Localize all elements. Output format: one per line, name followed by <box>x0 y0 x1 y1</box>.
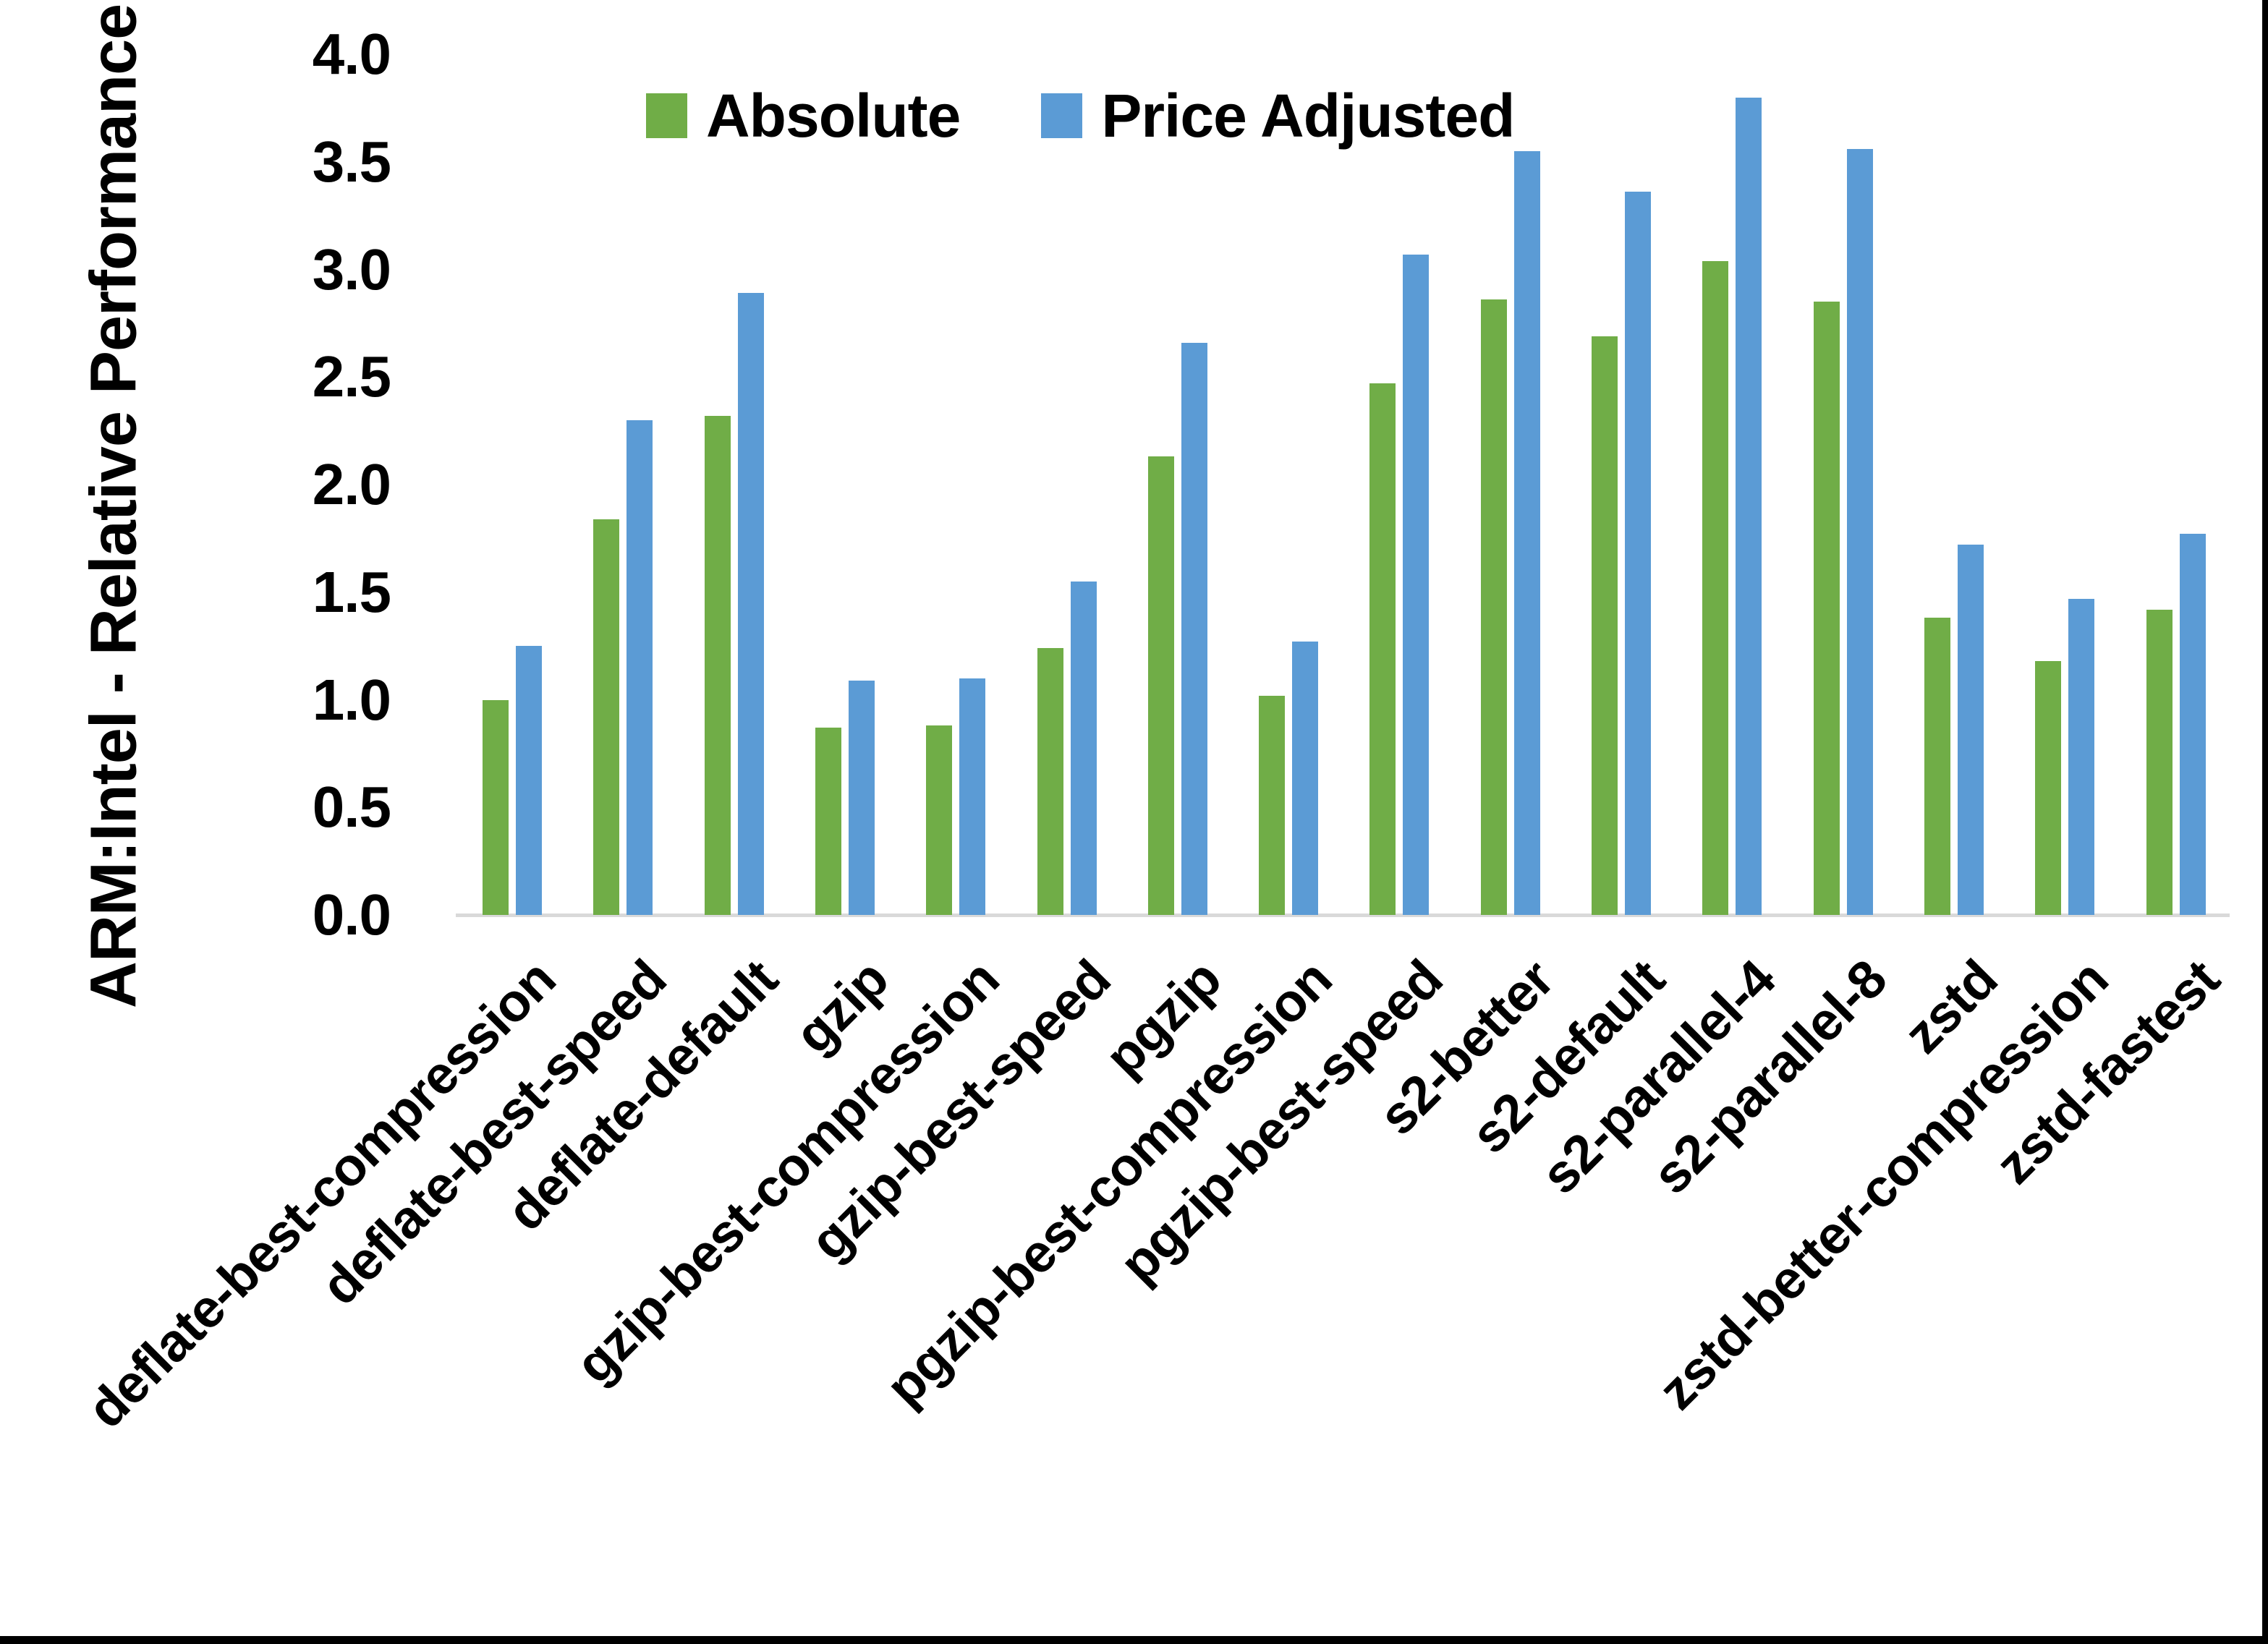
bar-price-adjusted-deflate-best-speed <box>627 419 653 915</box>
bar-price-adjusted-s2-parallel-8 <box>1846 148 1873 915</box>
legend-label: Price Adjusted <box>1101 81 1515 150</box>
screenshot-right-border <box>2262 0 2268 1644</box>
legend-label: Absolute <box>706 81 961 150</box>
bar-price-adjusted-gzip <box>848 680 875 915</box>
bar-absolute-zstd-fastest <box>2146 609 2173 915</box>
y-tick-label-0.5: 0.5 <box>312 775 391 840</box>
y-axis-title: ARM:Intel - Relative Performance <box>77 4 150 1009</box>
bar-price-adjusted-deflate-best-compression <box>516 646 542 915</box>
bar-absolute-gzip-best-speed <box>1037 648 1063 915</box>
bar-absolute-pgzip <box>1147 456 1174 915</box>
screenshot-bottom-border <box>0 1636 2268 1644</box>
bar-price-adjusted-pgzip-best-compression <box>1292 642 1319 915</box>
bar-price-adjusted-pgzip <box>1181 342 1207 915</box>
y-tick-label-2.5: 2.5 <box>312 344 391 409</box>
bar-price-adjusted-deflate-default <box>737 293 764 915</box>
bar-absolute-s2-parallel-4 <box>1702 260 1729 915</box>
bar-absolute-zstd <box>1924 618 1950 915</box>
legend-swatch-icon <box>1041 93 1083 138</box>
legend: Absolute Price Adjusted <box>646 82 1515 150</box>
bar-absolute-zstd-better-compression <box>2035 660 2062 915</box>
y-tick-label-0.0: 0.0 <box>312 882 391 947</box>
bar-price-adjusted-s2-parallel-4 <box>1736 97 1762 915</box>
bar-price-adjusted-pgzip-best-speed <box>1403 254 1430 915</box>
bar-absolute-s2-parallel-8 <box>1813 302 1840 915</box>
y-tick-label-1.0: 1.0 <box>312 667 391 732</box>
legend-swatch-icon <box>646 93 687 138</box>
y-tick-label-4.0: 4.0 <box>312 22 391 86</box>
bar-absolute-gzip-best-compression <box>926 725 953 915</box>
legend-item-absolute: Absolute <box>646 81 961 151</box>
bar-price-adjusted-zstd-better-compression <box>2068 598 2095 915</box>
y-tick-label-3.5: 3.5 <box>312 129 391 194</box>
bar-price-adjusted-s2-better <box>1513 150 1540 915</box>
bar-absolute-deflate-best-speed <box>593 519 620 915</box>
y-tick-label-3.0: 3.0 <box>312 237 391 302</box>
bar-price-adjusted-s2-default <box>1625 192 1651 915</box>
bar-absolute-s2-default <box>1592 336 1618 915</box>
bar-price-adjusted-zstd <box>1957 545 1984 915</box>
bar-price-adjusted-gzip-best-speed <box>1070 581 1097 915</box>
bar-absolute-gzip <box>815 728 841 915</box>
bar-absolute-pgzip-best-speed <box>1369 383 1396 915</box>
bar-price-adjusted-zstd-fastest <box>2179 534 2206 915</box>
legend-item-price-adjusted: Price Adjusted <box>1041 81 1515 151</box>
bar-price-adjusted-gzip-best-compression <box>959 678 986 915</box>
bar-absolute-pgzip-best-compression <box>1259 695 1286 915</box>
bar-absolute-deflate-best-compression <box>483 699 509 915</box>
bar-absolute-deflate-default <box>704 415 731 915</box>
y-tick-label-2.0: 2.0 <box>312 452 391 516</box>
x-axis-line <box>456 913 2230 917</box>
y-tick-label-1.5: 1.5 <box>312 559 391 624</box>
bar-absolute-s2-better <box>1480 299 1507 915</box>
